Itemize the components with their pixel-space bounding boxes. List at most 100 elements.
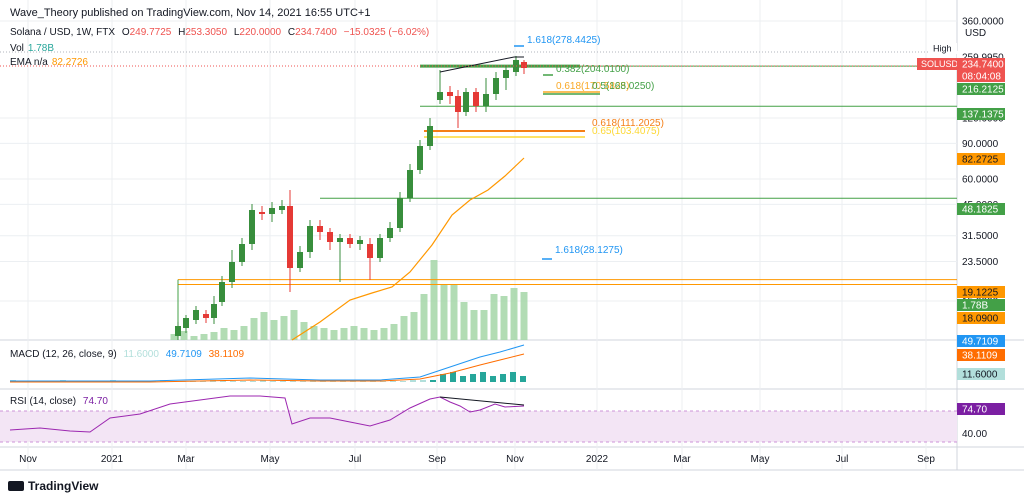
volume-bar-29 [460,302,468,340]
volume-bar-24 [410,312,418,340]
volume-bar-5 [220,328,228,340]
volume-bar-17 [340,328,348,340]
candle-body-10 [269,208,275,214]
price-trendline [439,56,515,73]
candle-body-26 [427,126,433,146]
price-tick-5: 31.5000 [962,231,999,242]
candle-body-15 [317,226,323,232]
legend-symbol[interactable]: Solana / USD, 1W, FTX [10,27,116,38]
volume-bar-27 [440,284,448,340]
high-tag-label-bg [930,43,957,54]
price-tag-216-bg [957,83,1005,95]
rsi-tick-0: 40.00 [962,429,987,440]
price-tag-137-bg [957,108,1005,120]
candle-body-18 [347,238,353,244]
macd-hist-bar-29 [300,381,306,382]
price-tag-137: 137.1375 [962,110,1004,121]
macd-tag-signal-bg [957,349,1005,361]
macd-tag-macd: 49.7109 [962,337,999,348]
rsi-band [0,411,957,442]
price-tick-2: 90.0000 [962,139,999,150]
legend-ema-label[interactable]: EMA n/a [10,57,48,68]
volume-bar-30 [470,310,478,340]
macd-signal-value: 38.1109 [208,349,245,360]
fib-label-2: 0.618(170.5825) [556,81,629,92]
macd-hist-bar-19 [200,381,206,382]
price-tag-last-bg [957,58,1005,70]
candle-body-4 [211,304,217,318]
volume-bar-4 [210,332,218,340]
macd-hist-bar-22 [230,381,236,382]
volume-bar-16 [330,330,338,340]
legend-vol-label[interactable]: Vol [10,43,24,54]
macd-hist-bar-37 [380,381,386,382]
candle-body-31 [473,92,479,106]
macd-value: 49.7109 [165,349,202,360]
volume-bar-25 [420,294,428,340]
candle-body-6 [229,262,235,282]
candle-body-36 [521,62,527,68]
macd-hist-bar-32 [330,381,336,382]
time-axis-label-8: Mar [673,454,691,465]
macd-hist-bar-27 [280,381,286,382]
macd-tag-signal: 38.1109 [962,351,998,362]
symbol-tag-bg [917,58,957,70]
macd-line [10,344,525,382]
price-tick-6: 23.5000 [962,257,999,268]
time-axis-label-7: 2022 [586,454,609,465]
macd-legend: MACD (12, 26, close, 9) 11.6000 49.7109 … [10,349,244,360]
legend-open-label: O [121,27,130,38]
footer-brand[interactable]: TradingView [8,478,98,493]
price-tag-48-bg [957,203,1005,215]
candle-body-11 [279,206,285,210]
price-tag-18: 18.0900 [962,314,999,325]
macd-hist-bar-40 [410,380,416,382]
price-tag-18-bg [957,312,1005,324]
macd-label[interactable]: MACD (12, 26, close, 9) [10,349,117,360]
rsi-label[interactable]: RSI (14, close) [10,396,77,407]
rsi-tag-value-bg [957,403,1005,415]
price-axis-currency: USD [965,28,986,39]
candle-body-32 [483,94,489,106]
macd-hist-bar-28 [290,381,296,382]
volume-bar-14 [310,326,318,340]
candle-body-16 [327,232,333,242]
candle-body-29 [455,96,461,112]
fib-label-4: 0.618(111.2025) [592,118,664,129]
volume-bar-28 [450,284,458,340]
time-axis-label-1: 2021 [101,454,124,465]
price-tag-last: 234.7400 [962,60,1004,71]
volume-bar-11 [280,316,288,340]
volume-bar-31 [480,310,488,340]
legend-open: 249.7725 [129,27,172,38]
macd-hist-bar-38 [390,381,396,382]
volume-bar-21 [380,328,388,340]
legend-close-label: C [287,27,296,38]
legend-high-label: H [178,27,186,38]
volume-bar-12 [290,310,298,340]
price-tag-ema: 82.2725 [962,155,999,166]
candle-body-27 [437,92,443,100]
time-axis-label-2: Mar [177,454,195,465]
macd-hist-bar-36 [370,381,376,382]
volume-bar-15 [320,328,328,340]
volume-bar-20 [370,330,378,340]
volume-bar-3 [200,334,208,340]
rsi-trendline [439,396,525,406]
time-axis-label-5: Sep [428,454,446,465]
candle-body-25 [417,146,423,170]
price-tag-volume: 1.78B [962,301,988,312]
legend-row-volume: Vol 1.78B [10,43,54,54]
macd-hist-bar-41 [420,380,426,382]
price-tag-19-bg [957,286,1005,298]
macd-hist-bar-49 [500,374,506,382]
legend-high: 253.3050 [185,27,228,38]
fib-label-1: 0.382(204.0100) [556,64,629,75]
candle-body-28 [447,92,453,96]
time-axis-label-6: Nov [506,454,524,465]
candle-body-20 [367,244,373,258]
price-tag-216: 216.2125 [962,85,1004,96]
ema-line [291,157,525,341]
